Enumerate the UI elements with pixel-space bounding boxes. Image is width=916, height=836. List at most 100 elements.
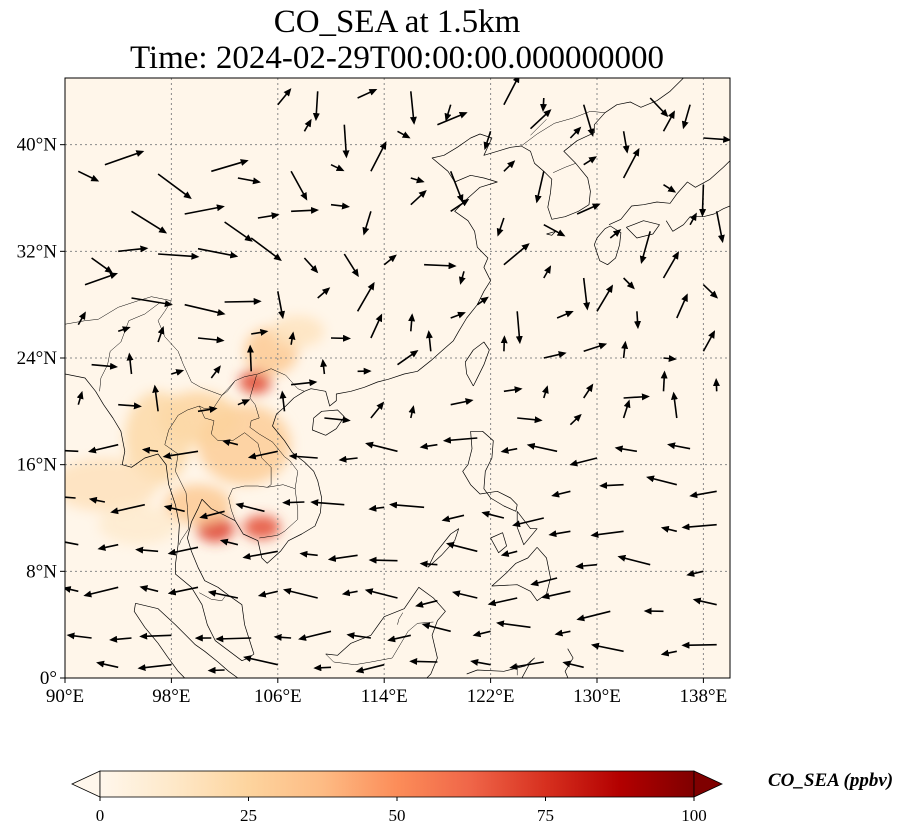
colorbar-tick-label-0: 0 <box>96 806 105 825</box>
wind-arrow-116 <box>472 630 491 638</box>
wind-arrow-135 <box>539 97 547 112</box>
wind-arrow-79 <box>512 517 544 528</box>
wind-arrow-177 <box>503 243 530 266</box>
wind-arrow-166 <box>543 223 566 237</box>
country-border <box>99 301 161 392</box>
wind-arrow-91 <box>500 550 518 557</box>
wind-arrow-156 <box>583 156 597 166</box>
y-tick-label-2: 16°N <box>17 455 58 476</box>
coastline <box>546 230 557 236</box>
wind-arrow-97 <box>207 589 239 599</box>
wind-arrow-95 <box>139 585 159 593</box>
country-border <box>65 296 172 325</box>
y-tick-label-3: 24°N <box>17 348 58 369</box>
wind-arrow-113 <box>346 632 372 640</box>
wind-arrow-133 <box>444 104 452 122</box>
wind-arrow-44 <box>197 406 218 413</box>
x-tick-label-1: 98°E <box>152 686 190 707</box>
y-tick-label-1: 8°N <box>26 561 57 582</box>
wind-arrow-210 <box>590 530 624 539</box>
wind-arrow-73 <box>282 498 305 506</box>
wind-arrow-142 <box>437 112 468 126</box>
wind-arrow-111 <box>273 633 292 641</box>
wind-arrow-178 <box>543 265 552 279</box>
co-hotspot-10 <box>98 504 179 545</box>
wind-arrow-143 <box>483 131 492 151</box>
wind-arrow-220 <box>660 649 677 657</box>
coastline <box>464 341 490 387</box>
x-tick-label-6: 138°E <box>680 686 728 707</box>
wind-arrow-17 <box>224 297 262 305</box>
wind-arrow-0 <box>77 170 100 182</box>
y-tick-label-5: 40°N <box>17 135 58 156</box>
wind-arrow-3 <box>211 159 249 173</box>
wind-arrow-140 <box>342 124 350 159</box>
colorbar-ticks: 0 25 50 75 100 <box>96 797 707 825</box>
wind-arrow-2 <box>157 173 192 199</box>
wind-arrow-186 <box>596 284 614 312</box>
coastline <box>133 603 185 678</box>
wind-arrow-35 <box>246 344 254 372</box>
gridlines <box>65 78 730 678</box>
wind-arrow-172 <box>303 257 319 274</box>
wind-arrow-54 <box>162 450 199 460</box>
wind-arrow-154 <box>503 160 516 172</box>
wind-arrow-68 <box>88 496 106 504</box>
wind-arrow-168 <box>609 229 622 239</box>
country-border <box>228 485 268 521</box>
wind-arrow-185 <box>556 310 574 319</box>
wind-arrow-119 <box>96 660 119 669</box>
wind-arrow-61 <box>442 436 478 444</box>
wind-arrow-169 <box>639 231 651 265</box>
wind-arrow-148 <box>703 135 730 143</box>
wind-arrow-37 <box>320 358 328 375</box>
coastline <box>626 220 660 239</box>
coastline <box>462 430 518 512</box>
wind-arrow-47 <box>324 416 351 424</box>
wind-arrow-29 <box>408 313 416 332</box>
wind-arrow-46 <box>279 390 287 412</box>
x-tick-label-0: 90°E <box>46 686 84 707</box>
wind-arrow-203 <box>622 399 631 419</box>
wind-arrow-196 <box>541 385 549 399</box>
country-border <box>521 111 606 147</box>
coastline <box>466 657 535 678</box>
coastline <box>65 133 522 662</box>
wind-arrow-115 <box>421 622 451 633</box>
country-border <box>199 405 272 488</box>
x-tick-label-4: 122°E <box>467 686 515 707</box>
country-border <box>530 119 547 136</box>
wind-arrow-69 <box>110 503 145 515</box>
country-border <box>552 163 576 173</box>
wind-arrow-162 <box>362 211 372 236</box>
y-tick-label-4: 32°N <box>17 241 58 262</box>
wind-arrow-183 <box>476 296 489 306</box>
wind-arrow-110 <box>215 635 252 643</box>
wind-arrow-170 <box>689 212 697 226</box>
wind-arrow-9 <box>91 257 114 274</box>
wind-arrow-134 <box>503 78 520 106</box>
wind-arrow-216 <box>576 610 611 622</box>
wind-arrow-13 <box>250 237 282 261</box>
wind-arrow-211 <box>660 525 677 533</box>
wind-arrow-78 <box>481 510 505 519</box>
wind-arrow-43 <box>152 384 160 412</box>
wind-arrow-4 <box>237 177 261 185</box>
wind-arrow-39 <box>397 350 419 366</box>
country-border <box>325 621 434 665</box>
coastline <box>608 160 730 226</box>
wind-arrow-58 <box>338 455 358 463</box>
colorbar-extend-high <box>693 770 723 798</box>
wind-arrow-118 <box>554 629 571 637</box>
coastline <box>325 586 446 678</box>
wind-arrow-164 <box>450 198 470 212</box>
wind-arrow-85 <box>242 550 278 560</box>
wind-arrow-100 <box>341 589 358 597</box>
wind-arrow-10 <box>118 245 149 253</box>
wind-arrow-7 <box>224 221 253 242</box>
coastline <box>490 532 507 554</box>
wind-arrow-22 <box>117 326 131 333</box>
wind-arrow-179 <box>582 277 591 311</box>
colorbar-extend-low <box>71 770 101 798</box>
wind-arrow-15 <box>131 297 173 307</box>
